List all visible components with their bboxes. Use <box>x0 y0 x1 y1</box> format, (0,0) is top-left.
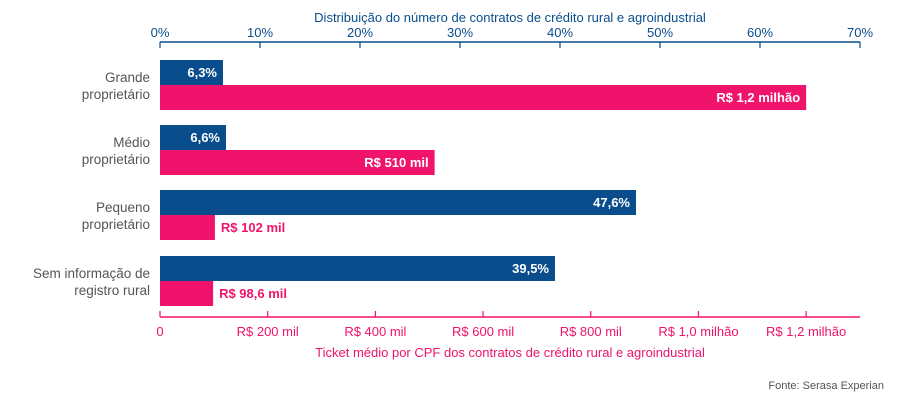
category-label-line: registro rural <box>74 283 150 298</box>
top-axis-tick-label: 70% <box>847 25 873 40</box>
bar-contract-share <box>160 190 636 215</box>
category-label-line: Pequeno <box>96 200 150 215</box>
bar-ticket-medio-label: R$ 1,2 milhão <box>716 90 800 105</box>
top-axis-title: Distribuição do número de contratos de c… <box>314 10 706 25</box>
top-axis-tick-label: 10% <box>247 25 273 40</box>
top-axis-tick-label: 60% <box>747 25 773 40</box>
bar-contract-share <box>160 256 555 281</box>
bar-contract-share <box>160 60 223 85</box>
bottom-axis-tick-label: R$ 200 mil <box>237 324 299 339</box>
bottom-axis-title: Ticket médio por CPF dos contratos de cr… <box>315 345 705 360</box>
top-axis-tick-label: 30% <box>447 25 473 40</box>
category-label: Pequeno proprietário <box>82 200 150 232</box>
bar-ticket-medio-label: R$ 102 mil <box>221 220 285 235</box>
bar-contract-share-label: 6,6% <box>190 130 220 145</box>
bottom-axis-tick-label: 0 <box>156 324 163 339</box>
bar-ticket-medio-label: R$ 98,6 mil <box>219 286 287 301</box>
source-note: Fonte: Serasa Experian <box>768 380 884 392</box>
category-label: Médio proprietário <box>82 135 150 167</box>
bottom-axis-tick-label: R$ 1,2 milhão <box>766 324 846 339</box>
bottom-axis-tick-label: R$ 400 mil <box>344 324 406 339</box>
category-label-line: proprietário <box>82 87 150 102</box>
bar-ticket-medio <box>160 150 435 175</box>
bar-contract-share-label: 6,3% <box>187 65 217 80</box>
top-axis-tick-label: 40% <box>547 25 573 40</box>
bar-contract-share <box>160 125 226 150</box>
bar-ticket-medio <box>160 281 214 306</box>
category-label: Sem informação de registro rural <box>33 266 150 298</box>
bar-ticket-medio <box>160 215 215 240</box>
category-label-line: proprietário <box>82 152 150 167</box>
top-axis-tick-label: 20% <box>347 25 373 40</box>
bottom-axis-tick-label: R$ 800 mil <box>560 324 622 339</box>
top-axis-tick-label: 50% <box>647 25 673 40</box>
bottom-axis-tick-label: R$ 1,0 milhão <box>658 324 738 339</box>
category-label-line: Médio <box>113 135 150 150</box>
top-axis-tick-label: 0% <box>151 25 170 40</box>
bar-contract-share-label: 39,5% <box>512 261 549 276</box>
category-label: Grande proprietário <box>82 70 150 102</box>
bottom-axis-tick-label: R$ 600 mil <box>452 324 514 339</box>
category-label-line: Grande <box>105 70 150 85</box>
category-label-line: proprietário <box>82 217 150 232</box>
bar-ticket-medio <box>160 85 807 110</box>
category-label-line: Sem informação de <box>33 266 150 281</box>
bar-contract-share-label: 47,6% <box>593 195 630 210</box>
bar-ticket-medio-label: R$ 510 mil <box>364 155 428 170</box>
